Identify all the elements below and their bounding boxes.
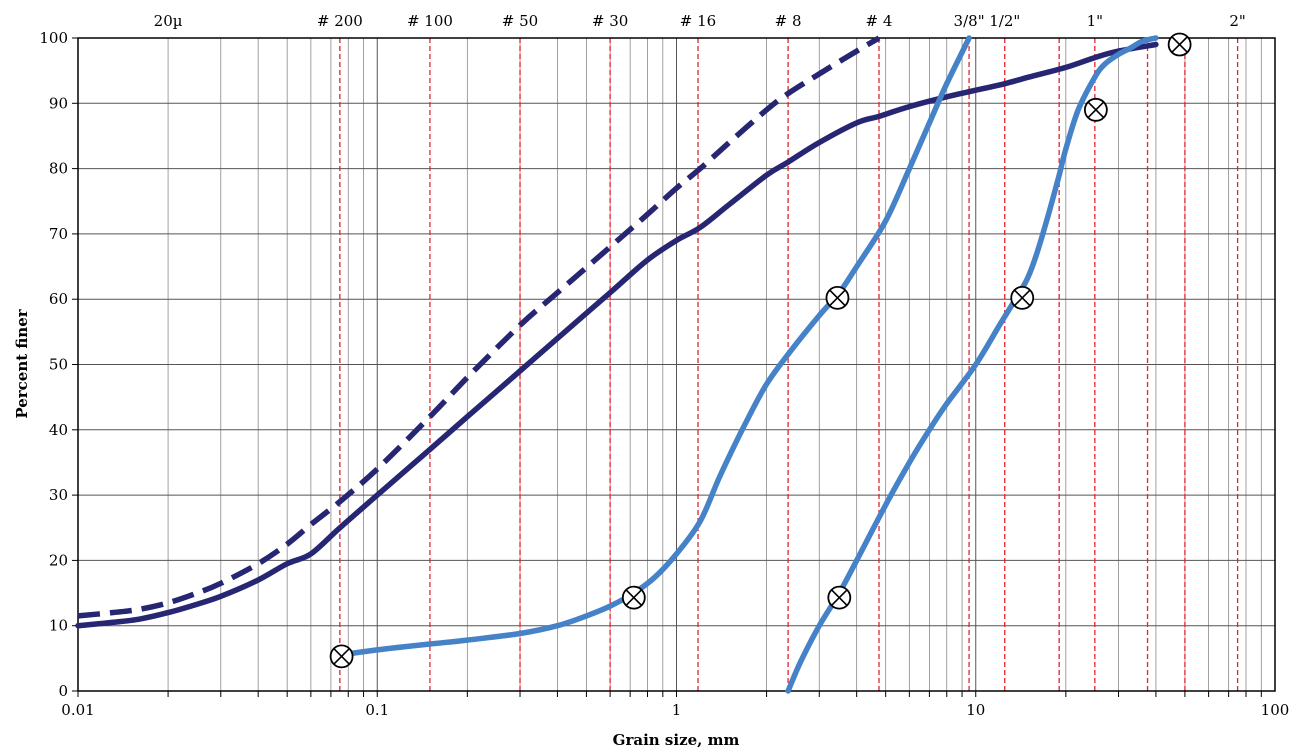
- marker-cross: [829, 289, 846, 307]
- marker-cross: [1087, 101, 1105, 119]
- sieve-size-label: # 30: [592, 12, 628, 30]
- sieve-size-label: # 4: [866, 12, 893, 30]
- y-tick-label: 10: [49, 617, 68, 635]
- sieve-size-label: 1/2": [989, 12, 1020, 30]
- marker-cross: [333, 648, 350, 665]
- y-tick-label: 70: [49, 225, 68, 243]
- circle-x-marker: [827, 585, 852, 610]
- x-tick-label: 0.1: [365, 701, 389, 719]
- x-axis-title: Grain size, mm: [613, 731, 740, 749]
- y-tick-label: 80: [49, 160, 68, 178]
- marker-cross: [1013, 289, 1031, 307]
- series-line: [337, 35, 972, 658]
- plot-frame: [77, 37, 1276, 692]
- sieve-size-label: 3/8": [954, 12, 985, 30]
- sieve-size-label: # 16: [680, 12, 716, 30]
- sieve-size-labels: 20µ # 200 # 100 # 50 # 30 # 16 # 8 # 4 3/8" 1/2" 1…: [154, 12, 1246, 30]
- circle-x-marker: [825, 285, 850, 310]
- series-line: [77, 35, 881, 619]
- y-tick-label: 100: [39, 29, 68, 47]
- marker-cross: [830, 589, 848, 606]
- y-tick-label: 40: [49, 421, 68, 439]
- marker-cross: [625, 589, 643, 606]
- sieve-lines: [339, 38, 1239, 691]
- circle-x-marker: [1167, 32, 1192, 57]
- marker-cross: [1171, 36, 1188, 53]
- circle-x-marker: [329, 644, 354, 669]
- y-tick-label: 30: [49, 486, 68, 504]
- sieve-size-label: # 200: [317, 12, 363, 30]
- y-axis-title: Percent finer: [13, 308, 31, 418]
- y-tick-label: 50: [49, 356, 68, 374]
- sieve-size-label: 2": [1229, 12, 1245, 30]
- series-lines: [75, 35, 1159, 694]
- data-markers: [329, 32, 1192, 669]
- sieve-size-label: 1": [1087, 12, 1103, 30]
- series-line: [785, 35, 1159, 694]
- x-tick-label: 100: [1261, 701, 1290, 719]
- circle-x-marker: [1010, 285, 1035, 310]
- y-tick-label: 60: [49, 290, 68, 308]
- sieve-size-label: # 100: [407, 12, 453, 30]
- circle-x-marker: [621, 585, 646, 610]
- sieve-size-label: 20µ: [154, 12, 183, 30]
- y-tick-label: 0: [58, 682, 68, 700]
- x-tick-label: 1: [672, 701, 682, 719]
- y-tick-label: 90: [49, 94, 68, 112]
- x-tick-label: 10: [966, 701, 985, 719]
- sieve-size-label: # 8: [775, 12, 802, 30]
- x-tick-labels: 0.01 0.1 1 10 100: [61, 701, 1289, 719]
- series-line: [75, 41, 1159, 629]
- x-tick-label: 0.01: [61, 701, 94, 719]
- sieve-size-label: # 50: [502, 12, 538, 30]
- y-tick-label: 20: [49, 551, 68, 569]
- circle-x-marker: [1083, 97, 1108, 122]
- y-tick-labels: 0 10 20 30 40 50 60 70 80 90 100: [39, 29, 68, 700]
